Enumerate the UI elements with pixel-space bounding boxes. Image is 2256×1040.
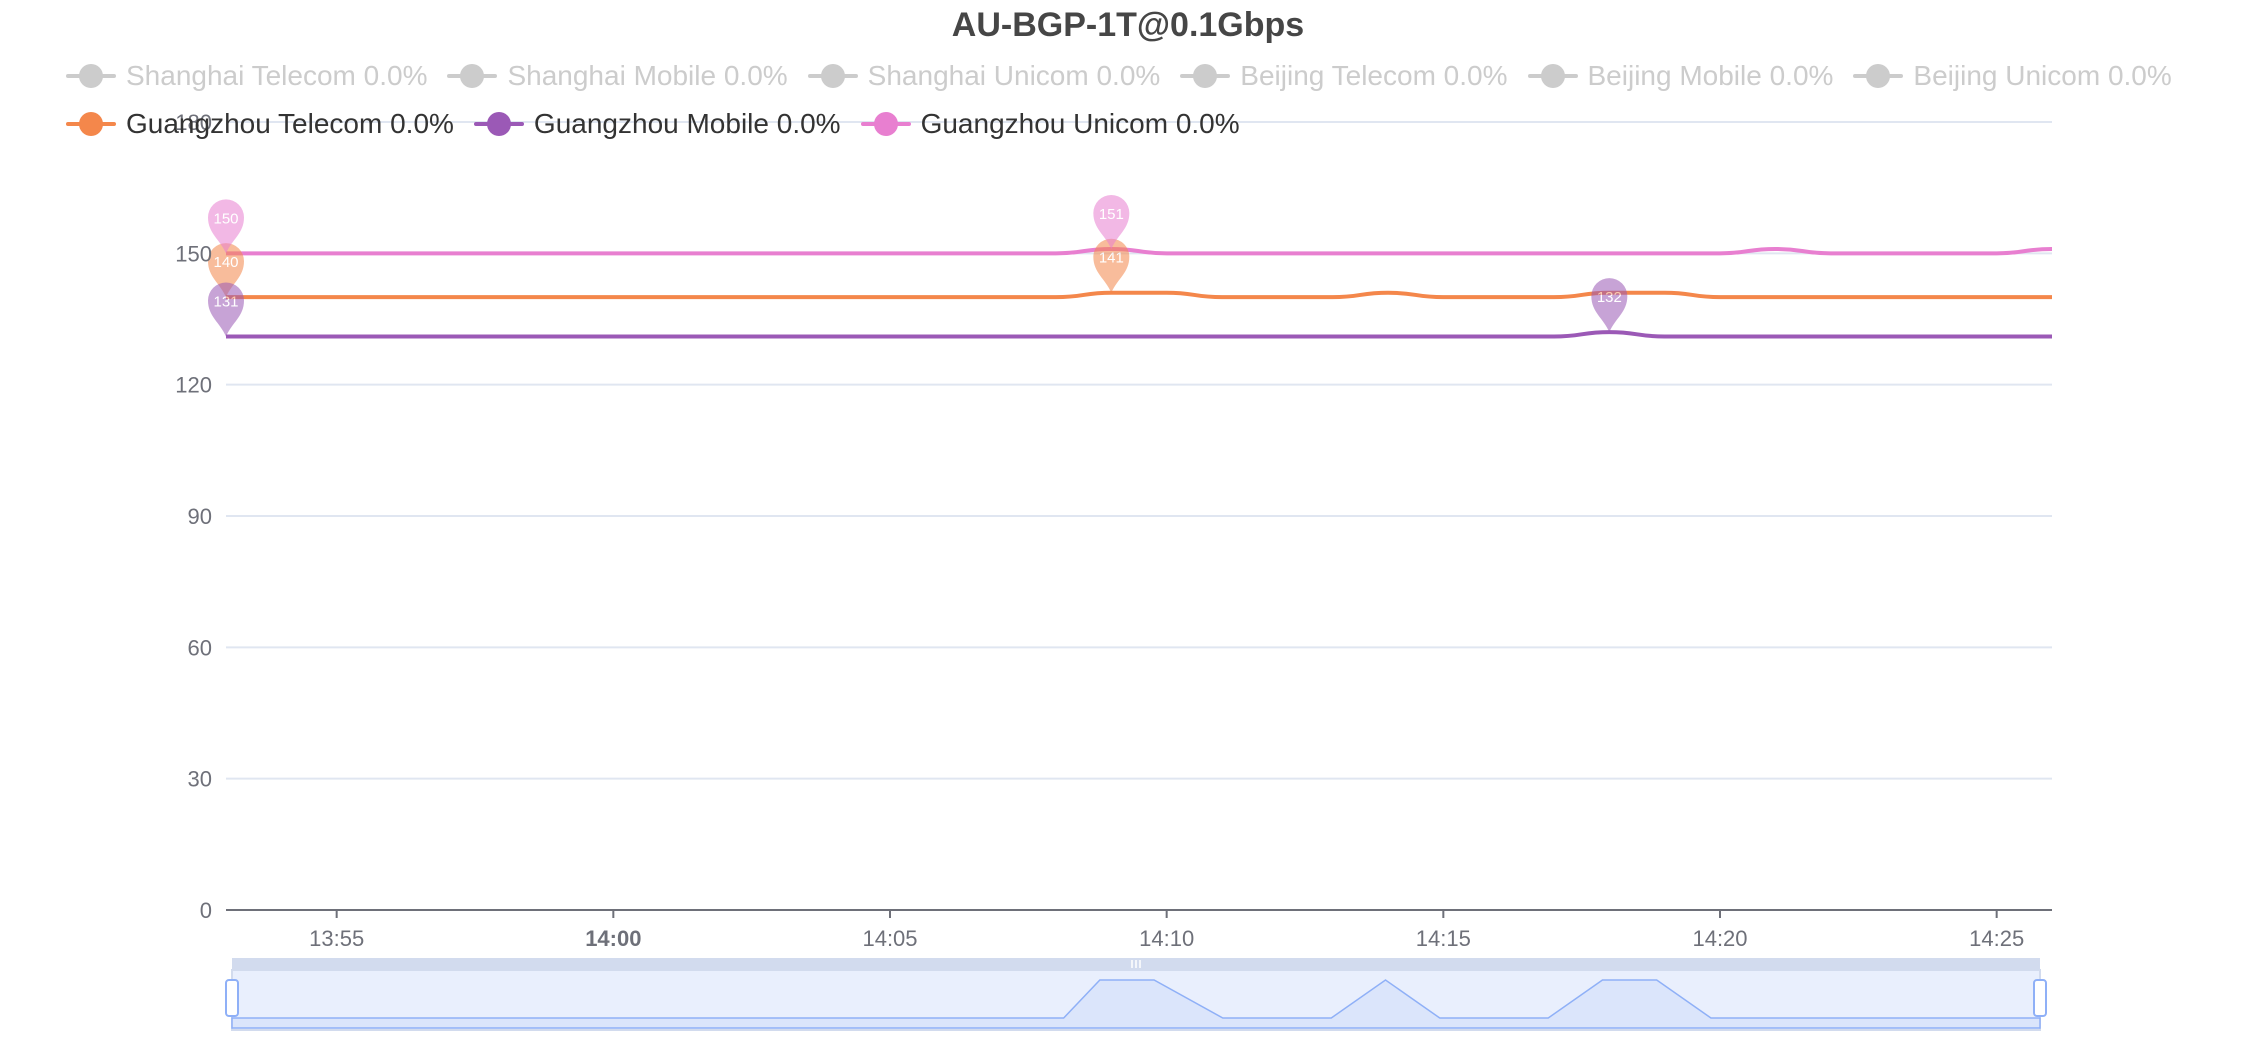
zoom-slider[interactable] — [225, 958, 2047, 1031]
chart-title: AU-BGP-1T@0.1Gbps — [951, 6, 1305, 44]
legend-dot-icon — [66, 112, 116, 136]
legend-item[interactable]: Beijing Telecom 0.0% — [1180, 60, 1508, 92]
legend: Shanghai Telecom 0.0% Shanghai Mobile 0.0… — [66, 56, 2246, 152]
legend-label: Beijing Telecom 0.0% — [1240, 60, 1508, 91]
series-line — [225, 246, 2053, 256]
legend-item[interactable]: Guangzhou Mobile 0.0% — [473, 108, 841, 140]
legend-dot-icon — [807, 64, 858, 88]
x-tick-label: 14:05 — [862, 926, 917, 951]
marker-pin — [208, 199, 244, 254]
marker-pin — [1093, 238, 1130, 293]
series-line — [226, 290, 2052, 300]
marker-label: 150 — [213, 210, 238, 227]
grid-layer — [226, 121, 2052, 780]
y-tick-label: 90 — [188, 504, 212, 529]
legend-label: Shanghai Telecom 0.0% — [126, 60, 428, 91]
max-min-marker: 132 — [1591, 278, 1628, 333]
marker-label: 140 — [213, 254, 238, 271]
marker-pin — [1591, 278, 1628, 333]
marker-label: 151 — [1099, 206, 1124, 223]
legend-label: Guangzhou Mobile 0.0% — [533, 108, 841, 139]
marker-pin — [208, 243, 244, 298]
axis-layer: 0 30 60 90 120 150 180 13:55 14:00 14:05 14:10 14:1… — [175, 110, 2052, 951]
slider-handle-left — [225, 979, 239, 1017]
legend-dot-icon — [447, 64, 498, 88]
x-tick-label: 13:55 — [309, 926, 364, 951]
legend-item[interactable]: Shanghai Telecom 0.0% — [66, 60, 427, 92]
y-tick-label: 30 — [188, 767, 212, 792]
x-tick-label: 14:20 — [1692, 926, 1747, 951]
x-tick-label: 14:00 — [585, 926, 641, 951]
legend-label: Guangzhou Unicom 0.0% — [920, 108, 1240, 139]
slider-handle-right — [2033, 979, 2047, 1017]
legend-row-1: Shanghai Telecom 0.0% Shanghai Mobile 0.0… — [66, 56, 2246, 96]
max-min-marker: 141 — [1093, 238, 1130, 293]
legend-item[interactable]: Guangzhou Unicom 0.0% — [860, 108, 1240, 140]
y-tick-label: 150 — [175, 241, 212, 266]
legend-label: Beijing Unicom 0.0% — [1913, 60, 2172, 91]
max-min-marker: 150 — [208, 199, 244, 254]
x-tick-label: 14:25 — [1969, 926, 2024, 951]
legend-dot-icon — [1853, 64, 1904, 88]
marker-pin — [208, 282, 244, 337]
marker-label: 131 — [213, 294, 238, 311]
legend-item[interactable]: Beijing Mobile 0.0% — [1527, 60, 1834, 92]
legend-item[interactable]: Beijing Unicom 0.0% — [1853, 60, 2172, 92]
legend-item[interactable]: Shanghai Unicom 0.0% — [807, 60, 1161, 92]
series-line — [226, 330, 2052, 339]
legend-dot-icon — [1180, 64, 1231, 88]
y-tick-label: 120 — [175, 373, 212, 398]
legend-label: Beijing Mobile 0.0% — [1587, 60, 1834, 91]
max-min-marker: 151 — [1093, 194, 1130, 249]
slider-preview — [231, 979, 2041, 1029]
legend-label: Shanghai Mobile 0.0% — [507, 60, 788, 91]
series-layer — [225, 246, 2053, 339]
marker-layer: 140 141 131 132 150 151 — [208, 194, 1628, 337]
max-min-marker: 131 — [208, 282, 244, 337]
legend-dot-icon — [1527, 64, 1578, 88]
x-tick-label: 14:10 — [1139, 926, 1194, 951]
marker-label: 132 — [1597, 289, 1622, 306]
legend-label: Shanghai Unicom 0.0% — [867, 60, 1161, 91]
x-tick-label: 14:15 — [1416, 926, 1471, 951]
y-tick-label: 60 — [188, 635, 212, 660]
legend-item[interactable]: Guangzhou Telecom 0.0% — [66, 108, 454, 140]
legend-dot-icon — [473, 112, 524, 136]
legend-label: Guangzhou Telecom 0.0% — [126, 108, 454, 139]
legend-dot-icon — [66, 64, 116, 88]
y-tick-label: 180 — [175, 110, 212, 135]
marker-pin — [1093, 194, 1130, 249]
legend-item[interactable]: Shanghai Mobile 0.0% — [447, 60, 788, 92]
max-min-marker: 140 — [208, 243, 244, 298]
marker-label: 141 — [1099, 250, 1124, 267]
y-tick-label: 0 — [200, 898, 212, 923]
legend-row-2: Guangzhou Telecom 0.0% Guangzhou Mobile 0… — [66, 104, 2246, 144]
legend-dot-icon — [860, 112, 911, 136]
